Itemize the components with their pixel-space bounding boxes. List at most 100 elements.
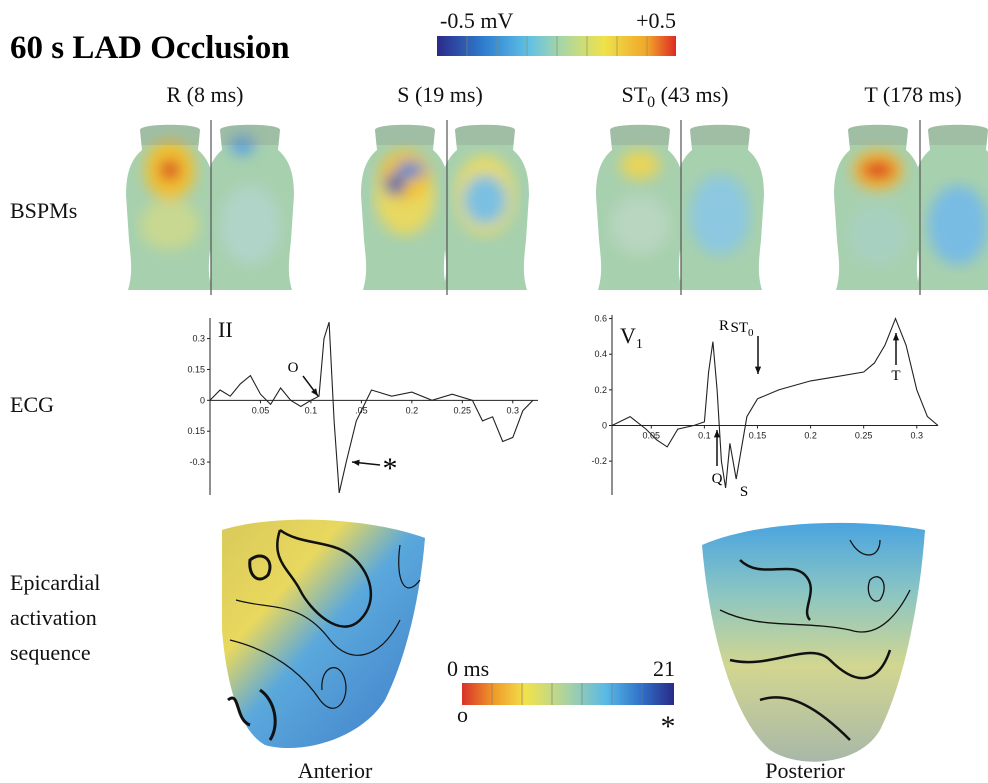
torso-shade — [126, 125, 214, 145]
label: T (178 ms) — [864, 82, 961, 107]
colorbar-max-label: +0.5 — [636, 8, 676, 33]
potential-blob — [862, 162, 894, 178]
x-tick-label: 0.05 — [252, 405, 270, 415]
colorbar-end-marker: * — [661, 710, 676, 743]
potential-blobs — [848, 150, 908, 265]
potential-colorbar — [437, 36, 676, 56]
colorbar-ticks — [491, 683, 643, 705]
x-tick-label: 0.2 — [406, 405, 419, 415]
x-tick-label: 0.2 — [804, 430, 817, 440]
label-text: ST — [621, 82, 647, 107]
x-tick-label: 0.3 — [507, 405, 520, 415]
potential-blob — [620, 150, 660, 180]
y-tick-label: 0.4 — [594, 349, 607, 359]
row-label: sequence — [10, 640, 91, 665]
potential-blobs — [455, 155, 515, 235]
y-tick-label: -0.3 — [189, 457, 205, 467]
colorbar-min-label: 0 ms — [447, 656, 489, 681]
chart-title: V1 — [620, 323, 643, 352]
x-tick-label: 0.1 — [698, 430, 711, 440]
potential-blobs — [220, 135, 280, 265]
annotation: * — [383, 452, 398, 485]
y-tick-label: 0.2 — [594, 385, 607, 395]
label: R (8 ms) — [167, 82, 244, 107]
annotation-subscript: 0 — [748, 327, 754, 339]
torso — [914, 124, 988, 290]
colorbar-min-label: -0.5 mV — [440, 8, 513, 33]
annotation-arrowhead — [311, 388, 318, 396]
potential-blob — [848, 205, 908, 265]
label: ST0 (43 ms) — [621, 82, 728, 111]
row-label: ECG — [10, 392, 54, 417]
y-tick-label: 0 — [200, 395, 205, 405]
y-tick-label: 0.6 — [594, 314, 607, 324]
annotation-text: S — [740, 484, 748, 500]
chart-title-text: V — [620, 323, 636, 348]
chart-title-text: II — [218, 317, 233, 342]
torso — [834, 124, 922, 290]
bspm-maps — [126, 124, 988, 290]
chart-title: II — [218, 317, 233, 342]
y-tick-label: 0 — [602, 420, 607, 430]
annotation-arrowhead — [713, 430, 721, 438]
x-tick-label: 0.25 — [454, 405, 472, 415]
label-text: T (178 ms) — [864, 82, 961, 107]
torso-shade — [834, 125, 922, 145]
potential-blob — [690, 175, 750, 255]
x-tick-label: 0.25 — [855, 430, 873, 440]
annotation: S — [740, 484, 748, 500]
chart-title-subscript: 1 — [636, 337, 643, 352]
torso-shade — [206, 125, 294, 145]
x-tick-label: 0.05 — [643, 430, 661, 440]
potential-blob — [385, 175, 405, 195]
annotation-arrowhead — [754, 366, 762, 374]
torso-potential — [914, 125, 988, 265]
y-tick-label: 0.15 — [187, 426, 205, 436]
torso — [206, 124, 294, 290]
potential-blob — [160, 160, 180, 180]
torso-potential — [834, 125, 922, 265]
view-label: Posterior — [765, 758, 845, 783]
annotation: R — [719, 318, 729, 334]
potential-blobs — [690, 175, 750, 255]
potential-blobs — [610, 150, 670, 255]
potential-blob — [610, 195, 670, 255]
torso-potential — [126, 125, 214, 250]
x-tick-label: 0.3 — [911, 430, 924, 440]
torso-shade — [914, 125, 988, 145]
row-label: Epicardial — [10, 570, 100, 595]
label-text: S (19 ms) — [397, 82, 483, 107]
x-tick-label: 0.15 — [749, 430, 767, 440]
y-tick-label: 0.3 — [192, 334, 205, 344]
label-subscript: 0 — [647, 94, 655, 111]
potential-blob — [928, 185, 988, 265]
annotation: Q — [712, 471, 723, 487]
annotation-text: R — [719, 318, 729, 334]
label: S (19 ms) — [397, 82, 483, 107]
heart-anterior — [222, 519, 425, 748]
y-tick-label: -0.2 — [591, 456, 607, 466]
torso-potential — [676, 125, 764, 255]
label-text: R (8 ms) — [167, 82, 244, 107]
row-label: BSPMs — [10, 198, 77, 223]
torso-shade — [441, 125, 529, 145]
torso-potential — [596, 125, 684, 255]
torso-potential — [441, 125, 529, 235]
annotation-text: O — [288, 360, 299, 376]
torso-shade — [596, 125, 684, 145]
potential-blob — [396, 162, 424, 178]
torso — [676, 124, 764, 290]
ecg-trace — [209, 321, 534, 494]
figure-title: 60 s LAD Occlusion — [10, 30, 290, 66]
potential-blob — [230, 135, 254, 155]
colorbar-ticks — [466, 36, 648, 56]
torso-potential — [361, 125, 449, 235]
potential-blobs — [375, 150, 435, 235]
colorbar-start-marker: o — [457, 702, 468, 727]
annotation-text: ST — [730, 320, 748, 336]
potential-blob — [140, 200, 200, 250]
torso — [361, 124, 449, 290]
torso — [441, 124, 529, 290]
annotation-arrowhead — [892, 333, 900, 341]
